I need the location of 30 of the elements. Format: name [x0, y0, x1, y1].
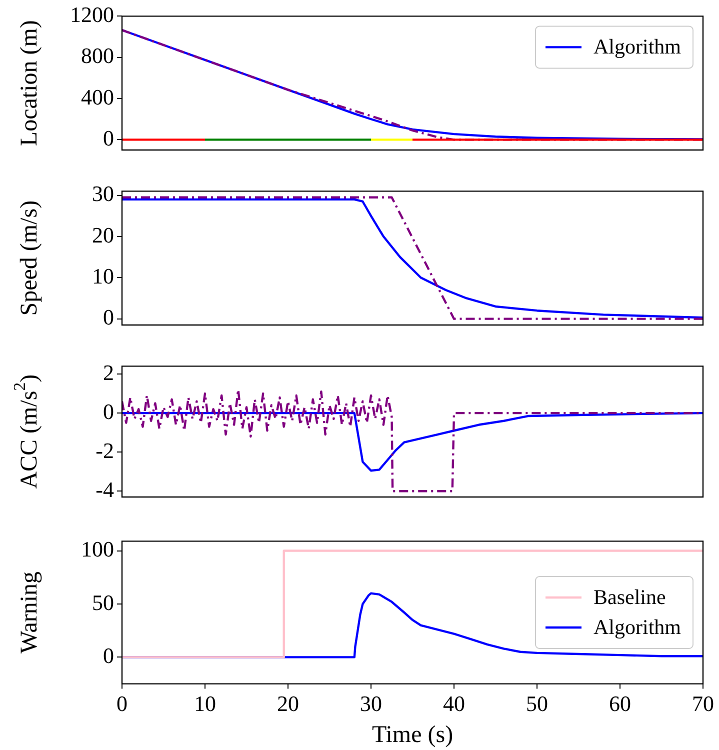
y-tick-label: 50 [92, 590, 114, 615]
y-tick-label: 0 [103, 125, 114, 150]
y-axis-title: Warning [16, 571, 42, 654]
y-tick-label: 10 [92, 263, 114, 288]
legend-label: Algorithm [594, 34, 682, 59]
y-axis-title: Speed (m/s) [16, 200, 42, 316]
x-tick-label: 10 [194, 690, 216, 716]
y-tick-label: 20 [92, 222, 114, 248]
y-tick-label: 2 [103, 360, 114, 385]
y-tick-label: 400 [81, 84, 114, 110]
y-tick-label: -4 [96, 476, 114, 502]
x-tick-label: 60 [609, 690, 631, 716]
y-tick-label: 100 [81, 536, 114, 562]
x-axis-title: Time (s) [372, 722, 454, 748]
legend-label: Baseline [594, 585, 666, 610]
y-tick-label: 0 [103, 304, 114, 330]
y-tick-label: 30 [92, 181, 114, 206]
legend-label: Algorithm [594, 615, 682, 640]
y-tick-label: 0 [103, 642, 114, 668]
x-tick-label: 50 [526, 690, 548, 716]
y-axis-title: Location (m) [16, 20, 42, 146]
x-tick-label: 30 [360, 690, 382, 716]
y-tick-label: 0 [103, 398, 114, 424]
y-tick-label: -2 [96, 438, 114, 463]
x-tick-label: 70 [692, 690, 714, 716]
x-tick-label: 20 [277, 690, 299, 716]
x-tick-label: 40 [443, 690, 465, 716]
y-tick-label: 800 [81, 43, 114, 68]
y-tick-label: 1200 [70, 2, 114, 27]
y-axis-title: ACC (m/s2) [10, 374, 42, 489]
